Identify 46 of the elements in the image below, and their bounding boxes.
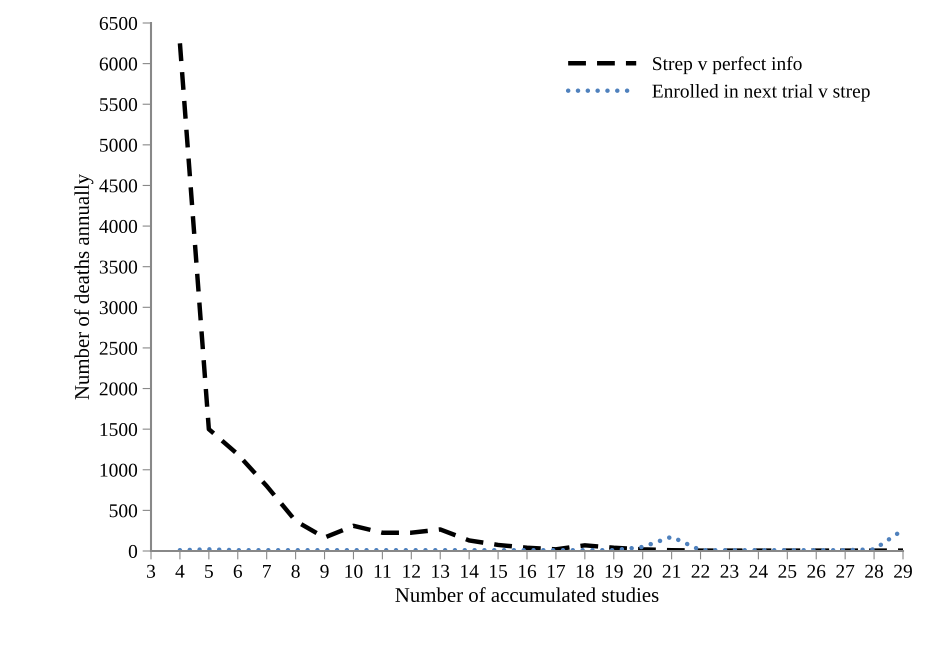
x-tick-label: 21 bbox=[662, 564, 680, 578]
x-tick-label: 11 bbox=[374, 564, 391, 578]
x-tick-label: 28 bbox=[865, 564, 884, 578]
legend-label: Enrolled in next trial v strep bbox=[652, 84, 870, 102]
legend-label: Strep v perfect info bbox=[653, 56, 802, 74]
y-tick-label: 1500 bbox=[100, 422, 138, 436]
y-tick-label: 1000 bbox=[100, 464, 138, 477]
x-axis-title: Number of accumulated studies bbox=[395, 587, 658, 602]
y-tick-label: 500 bbox=[110, 504, 138, 518]
x-tick-label: 12 bbox=[403, 564, 420, 578]
x-tick-label: 19 bbox=[606, 564, 623, 578]
y-tick-label: 2500 bbox=[100, 342, 138, 355]
y-tick-label: 5500 bbox=[100, 98, 138, 112]
x-tick-label: 29 bbox=[894, 564, 912, 578]
x-tick-label: 20 bbox=[634, 564, 652, 578]
line-series bbox=[178, 41, 903, 551]
x-tick-label: 23 bbox=[720, 564, 738, 578]
x-tick-label: 15 bbox=[490, 564, 508, 578]
x-tick-label: 27 bbox=[836, 564, 854, 578]
x-tick-label: 13 bbox=[432, 564, 450, 578]
y-tick-label: 5000 bbox=[100, 138, 138, 152]
y-tick-label: 4500 bbox=[99, 179, 138, 192]
x-tick-label: 5 bbox=[205, 564, 213, 578]
y-tick-label: 4000 bbox=[99, 220, 138, 234]
x-tick-label: 17 bbox=[548, 564, 566, 578]
x-tick-label: 7 bbox=[263, 564, 271, 578]
x-tick-label: 3 bbox=[147, 564, 156, 578]
y-tick-label: 3500 bbox=[100, 260, 138, 274]
y-axis-title: Number of deaths annually bbox=[74, 174, 94, 400]
y-tick-label: 6500 bbox=[100, 16, 138, 30]
x-tick-label: 26 bbox=[807, 564, 826, 578]
x-tick-label: 24 bbox=[750, 564, 768, 578]
x-tick-label: 18 bbox=[576, 564, 594, 578]
y-tick-label: 6000 bbox=[100, 57, 138, 71]
x-tick-label: 22 bbox=[692, 564, 710, 578]
y-tick-label: 3000 bbox=[100, 301, 138, 314]
x-tick-label: 25 bbox=[778, 564, 796, 578]
x-tick-label: 10 bbox=[345, 564, 362, 578]
x-tick-label: 6 bbox=[234, 564, 242, 578]
x-tick-label: 14 bbox=[461, 564, 479, 578]
x-tick-label: 8 bbox=[291, 564, 300, 578]
y-tick-label: 2000 bbox=[100, 382, 138, 396]
x-tick-label: 4 bbox=[175, 564, 184, 578]
y-tick-label: 0 bbox=[128, 544, 138, 558]
x-tick-label: 9 bbox=[320, 564, 329, 578]
x-tick-label: 16 bbox=[518, 564, 536, 578]
